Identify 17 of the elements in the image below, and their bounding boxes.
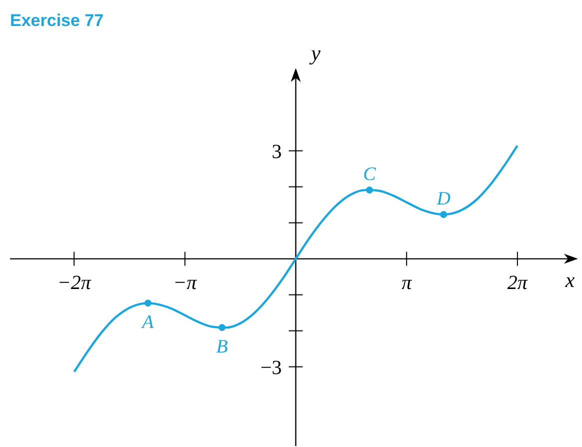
point xyxy=(440,211,448,218)
point xyxy=(366,186,373,194)
y-axis-title: y xyxy=(309,41,322,65)
annotation: C xyxy=(363,164,376,186)
point xyxy=(218,324,226,332)
chart-title: Exercise 77 xyxy=(10,11,104,30)
x-tick-label: −π xyxy=(173,272,198,294)
x-tick-label: π xyxy=(402,272,413,294)
annotation: D xyxy=(436,188,451,210)
x-tick-label: 2π xyxy=(507,272,528,294)
y-tick-label: 3 xyxy=(272,140,282,163)
annotation: B xyxy=(216,336,228,358)
annotation: A xyxy=(140,312,154,334)
point xyxy=(144,300,152,307)
x-axis-title: x xyxy=(564,268,576,292)
y-tick-label: −3 xyxy=(260,356,282,379)
x-tick-label: −2π xyxy=(57,272,92,294)
